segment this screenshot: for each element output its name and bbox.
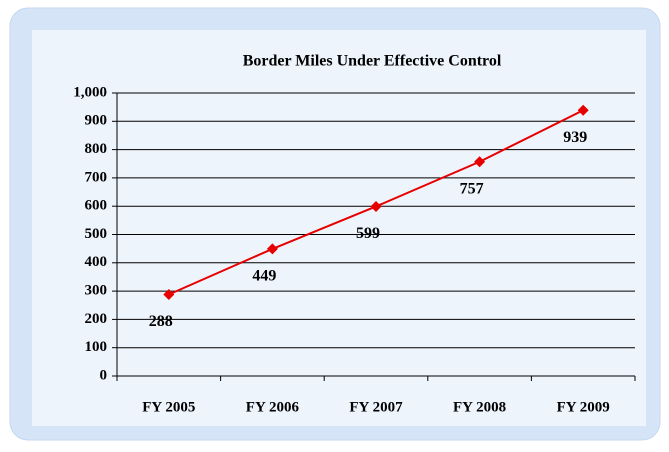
data-point — [474, 156, 486, 168]
y-tick-label: 100 — [85, 339, 108, 355]
data-point — [370, 200, 382, 212]
data-label: 288 — [149, 313, 173, 330]
chart-panel — [32, 30, 646, 426]
y-tick-label: 900 — [85, 113, 108, 129]
x-tick-label: FY 2005 — [142, 399, 195, 415]
data-point — [577, 104, 589, 116]
data-label: 449 — [252, 268, 276, 285]
y-tick-label: 400 — [85, 254, 108, 270]
y-tick-label: 1,000 — [73, 84, 107, 100]
y-tick-label: 200 — [85, 311, 108, 327]
y-tick-label: 500 — [85, 226, 108, 242]
x-tick-label: FY 2008 — [453, 399, 506, 415]
y-tick-label: 700 — [85, 169, 108, 185]
data-point — [163, 288, 175, 300]
y-tick-label: 800 — [85, 141, 108, 157]
y-tick-label: 0 — [100, 367, 108, 383]
x-tick-label: FY 2007 — [349, 399, 403, 415]
data-point — [266, 243, 278, 255]
x-tick-label: FY 2009 — [557, 399, 610, 415]
chart-title: Border Miles Under Effective Control — [243, 53, 502, 70]
data-label: 939 — [563, 129, 587, 146]
data-label: 757 — [460, 180, 484, 197]
y-tick-label: 300 — [85, 283, 108, 299]
x-tick-label: FY 2006 — [246, 399, 300, 415]
data-label: 599 — [356, 225, 380, 242]
y-tick-label: 600 — [85, 198, 108, 214]
